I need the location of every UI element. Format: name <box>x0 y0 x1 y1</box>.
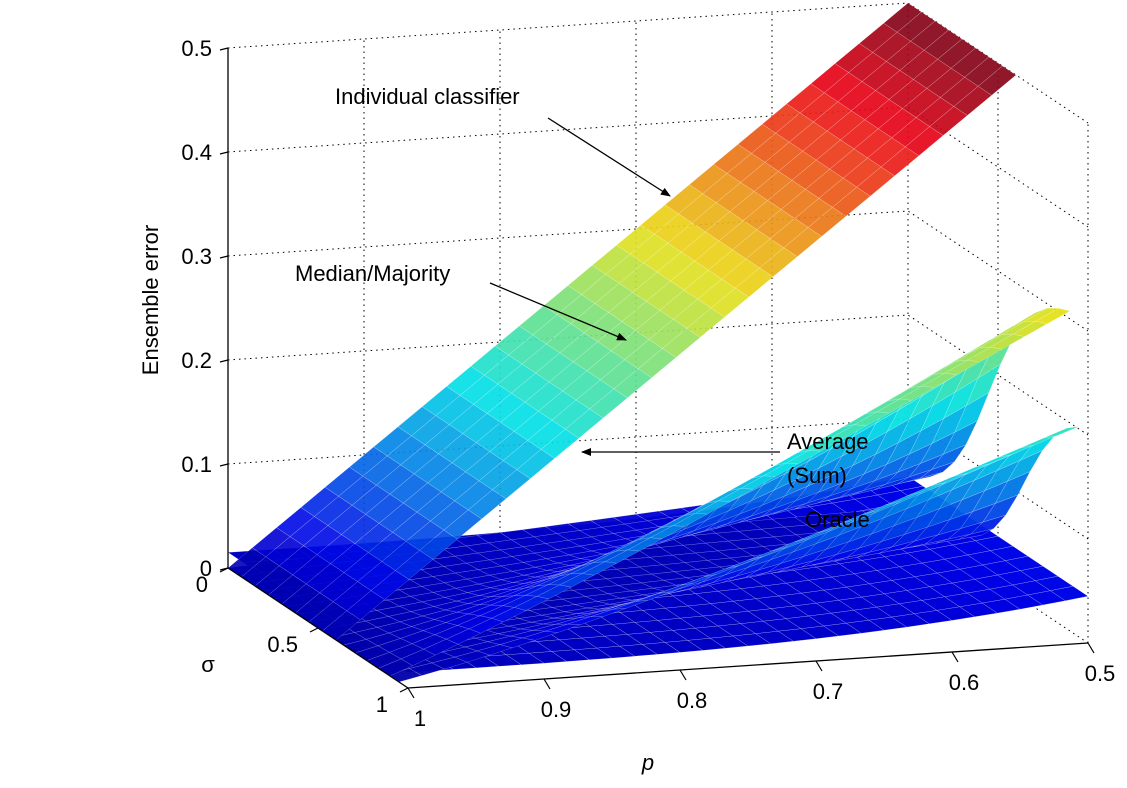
surface-cell-oracle <box>936 606 976 621</box>
surface-cell-majority <box>626 537 663 552</box>
annotation-layer: Individual classifier Median/Majority Aver… <box>295 84 870 532</box>
p-tick-mark <box>543 678 551 690</box>
p-tick-label: 1 <box>414 706 426 731</box>
surface-cell-oracle <box>868 616 908 631</box>
surface-cell-oracle <box>891 613 930 628</box>
annotation-label: Individual classifier <box>335 84 520 109</box>
z-tick-label: 0.3 <box>181 244 212 269</box>
surface-cell-average <box>1044 426 1080 439</box>
surface-cell-individual <box>977 65 1017 96</box>
annotation-arrow <box>489 282 627 341</box>
surface-cell-average <box>976 454 1012 468</box>
z-tick-label: 0 <box>200 556 212 581</box>
surface-cell-average <box>590 608 626 617</box>
surface-cell-majority <box>400 648 436 666</box>
surface-cell-majority <box>921 372 958 388</box>
surface-cell-oracle <box>550 649 591 662</box>
surface-cell-oracle <box>959 602 998 618</box>
surface-cell-oracle <box>482 654 523 667</box>
annotation-arrow <box>547 117 671 197</box>
annotation-label: Median/Majority <box>295 261 450 286</box>
surface-cell-average <box>953 463 989 477</box>
z-tick-mark <box>219 151 229 155</box>
surface-cell-individual <box>443 509 483 540</box>
z-tick-label: 0.2 <box>181 348 212 373</box>
p-tick-mark <box>815 660 823 672</box>
surface-cell-average <box>930 473 966 487</box>
surface-cell-majority <box>717 488 754 502</box>
z-tick-label: 0.1 <box>181 452 212 477</box>
grid-line-z-3 <box>227 210 1089 332</box>
surface-cell-average <box>704 565 740 578</box>
surface-cell-average <box>658 582 694 594</box>
axis-layer <box>219 47 1095 699</box>
surface-cell-majority <box>1012 320 1048 337</box>
annotation-label: Average <box>787 429 869 454</box>
surface-cell-majority <box>581 561 618 576</box>
surface-cell-average <box>908 482 944 496</box>
p-tick-mark <box>1087 642 1095 654</box>
p-tick-mark <box>951 651 959 663</box>
surface-cell-majority <box>989 333 1026 350</box>
surface-cell-average <box>454 650 491 663</box>
sigma-axis-label: σ <box>201 652 215 677</box>
z-tick-mark <box>219 463 229 467</box>
surface-cell-majority <box>876 398 913 414</box>
z-tick-mark <box>219 255 229 259</box>
surface-cell-average <box>885 492 921 506</box>
sigma-tick-mark <box>309 627 319 633</box>
p-axis-label: p <box>641 750 654 775</box>
annotation-label: Oracle <box>805 507 870 532</box>
p-tick-label: 0.6 <box>949 670 980 695</box>
z-tick-label: 0.4 <box>181 140 212 165</box>
surface-cell-average <box>431 656 468 670</box>
z-tick-mark <box>219 47 229 51</box>
surface-cell-oracle <box>528 651 568 664</box>
surface-cell-average <box>1021 435 1057 448</box>
surface-cell-oracle <box>800 625 840 639</box>
sigma-tick-mark <box>219 567 229 573</box>
p-tick-mark <box>407 687 415 699</box>
surface-cell-average <box>681 574 717 586</box>
label-layer: 0 0.1 0.2 0.3 0.4 0.5 0.5 0.6 0.7 0.8 0.9 1 0 0.5 1 Ens… <box>138 36 1115 775</box>
grid-line-z-4 <box>227 106 1089 228</box>
sigma-tick-label: 0.5 <box>267 632 298 657</box>
sigma-tick-label: 1 <box>376 692 388 717</box>
z-tick-mark <box>219 359 229 363</box>
grid-line-z-1 <box>227 418 1089 540</box>
p-tick-label: 0.8 <box>677 688 708 713</box>
surface-individual <box>227 2 1017 641</box>
z-axis-label: Ensemble error <box>138 225 163 375</box>
surface-cell-oracle <box>709 635 749 649</box>
annotation-label: (Sum) <box>787 463 847 488</box>
p-tick-mark <box>679 669 687 681</box>
p-axis-line <box>407 642 1089 689</box>
surface-cell-majority <box>762 462 799 477</box>
surface-cell-oracle <box>573 647 613 661</box>
grid-line-z-5 <box>227 2 1089 124</box>
surface-layer <box>227 2 1089 683</box>
p-tick-label: 0.9 <box>541 697 572 722</box>
sigma-tick-mark <box>399 687 409 693</box>
surface-cell-oracle <box>1049 585 1089 601</box>
surface-cell-majority <box>1035 307 1071 325</box>
surface-cell-average <box>726 556 762 569</box>
surface-cell-majority <box>694 500 731 515</box>
p-tick-label: 0.7 <box>813 679 844 704</box>
surface-cell-average <box>568 616 604 626</box>
grid-line-z-2 <box>227 314 1089 436</box>
surface-cell-oracle <box>1004 594 1044 610</box>
z-tick-label: 0.5 <box>181 36 212 61</box>
surface-cell-average <box>476 644 514 656</box>
p-tick-label: 0.5 <box>1085 661 1116 686</box>
surface-cell-average <box>749 547 785 560</box>
surface-cell-majority <box>649 525 686 540</box>
surface-cell-majority <box>967 346 1003 363</box>
surface-cell-average <box>636 591 672 602</box>
sigma-tick-label: 0 <box>196 572 208 597</box>
